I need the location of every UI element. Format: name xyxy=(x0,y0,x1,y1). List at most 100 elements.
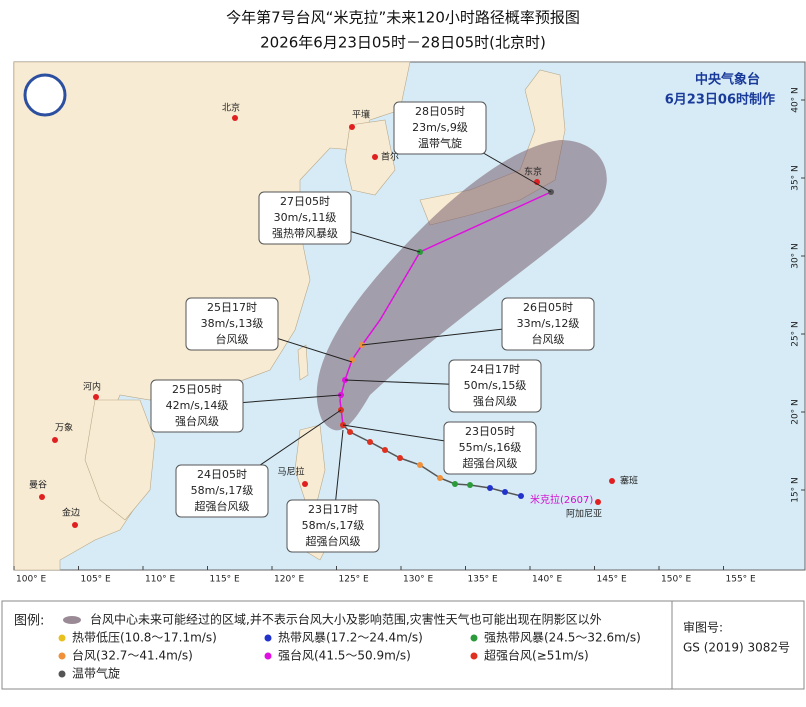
city-dot xyxy=(232,115,238,121)
lon-label: 125° E xyxy=(339,575,370,585)
callout-box xyxy=(448,359,542,413)
city-label: 平壤 xyxy=(352,109,370,121)
legend-item: 热带风暴(17.2～24.4m/s) xyxy=(278,631,423,645)
city-dot xyxy=(302,481,308,487)
lon-label: 110° E xyxy=(145,575,176,585)
city-dot xyxy=(349,124,355,130)
approval-label: 审图号: xyxy=(683,620,723,635)
callout-text: 超强台风级 xyxy=(463,456,518,470)
callout-text: 25日05时 xyxy=(172,383,222,396)
track-points xyxy=(338,189,554,499)
city-dot xyxy=(39,494,45,500)
callout-text: 强台风级 xyxy=(473,394,517,408)
legend-swatch xyxy=(58,634,66,642)
city-dot xyxy=(93,394,99,400)
city-label: 河内 xyxy=(83,381,101,393)
lon-label: 145° E xyxy=(597,575,628,585)
callout-text: 33m/s,12级 xyxy=(517,317,580,330)
legend-swatch xyxy=(470,652,478,660)
legend-item: 超强台风(≥51m/s) xyxy=(484,648,589,663)
callout-text: 25日17时 xyxy=(207,301,257,314)
city-dot xyxy=(609,478,615,484)
lat-label: 35° N xyxy=(791,165,801,191)
lat-label: 40° N xyxy=(791,87,801,113)
agency-made: 6月23日06时制作 xyxy=(665,92,775,108)
lat-label: 20° N xyxy=(791,399,801,425)
legend-item: 强台风(41.5～50.9m/s) xyxy=(278,648,411,663)
legend: 图例: 台风中心未来可能经过的区域,并不表示台风大小及影响范围,灾害性天气也可能… xyxy=(1,600,805,690)
callout-text: 台风级 xyxy=(532,332,565,346)
legend-swatch xyxy=(58,652,66,660)
legend-swatch xyxy=(264,652,272,660)
city-label: 马尼拉 xyxy=(277,466,304,478)
lon-label: 115° E xyxy=(210,575,241,585)
legend-swatch xyxy=(264,634,272,642)
callout-text: 23日05时 xyxy=(465,425,515,438)
lon-label: 105° E xyxy=(81,575,112,585)
callout-text: 强台风级 xyxy=(175,414,219,428)
lat-label: 25° N xyxy=(791,321,801,347)
legend-item: 强热带风暴(24.5～32.6m/s) xyxy=(484,631,641,645)
callout-text: 强热带风暴级 xyxy=(272,227,338,240)
lon-label: 140° E xyxy=(532,575,563,585)
callout-text: 24日05时 xyxy=(197,468,247,481)
legend-item: 温带气旋 xyxy=(72,666,120,681)
city-label: 万象 xyxy=(55,422,73,434)
callout-box xyxy=(443,421,537,475)
lat-label: 15° N xyxy=(791,477,801,503)
logo xyxy=(23,73,67,117)
city-label: 塞班 xyxy=(620,475,638,487)
callout-text: 50m/s,15级 xyxy=(464,379,527,392)
city-label: 阿加尼亚 xyxy=(566,509,602,520)
korea xyxy=(344,119,396,196)
callout-box xyxy=(175,464,269,518)
legend-swatch xyxy=(58,670,66,678)
callout-text: 超强台风级 xyxy=(195,499,250,513)
forecast-cone xyxy=(316,140,607,431)
city-label: 金边 xyxy=(62,507,80,519)
callout-text: 38m/s,13级 xyxy=(201,317,264,330)
title: 今年第7号台风“米克拉”未来120小时路径概率预报图 xyxy=(226,9,580,27)
lon-label: 150° E xyxy=(661,575,692,585)
callout-text: 30m/s,11级 xyxy=(274,211,337,224)
city-label: 东京 xyxy=(524,166,542,178)
callout-box xyxy=(258,191,352,245)
city-dot xyxy=(52,437,58,443)
agency-name: 中央气象台 xyxy=(695,72,760,88)
lon-label: 130° E xyxy=(403,575,434,585)
lon-label: 120° E xyxy=(274,575,305,585)
typhoon-name: 米克拉(2607) xyxy=(530,493,593,506)
callout-box xyxy=(185,297,279,351)
callout-box xyxy=(150,379,244,433)
legend-cone-swatch xyxy=(63,616,81,624)
city-dot xyxy=(72,522,78,528)
callout-text: 超强台风级 xyxy=(306,534,361,548)
indochina xyxy=(84,399,156,521)
callout-text: 26日05时 xyxy=(523,301,573,314)
city-label: 曼谷 xyxy=(29,480,47,491)
lon-label: 100° E xyxy=(16,575,47,585)
legend-cone: 台风中心未来可能经过的区域,并不表示台风大小及影响范围,灾害性天气也可能出现在阴… xyxy=(90,612,602,627)
approval-no: GS (2019) 3082号 xyxy=(683,641,790,655)
callout-text: 23m/s,9级 xyxy=(412,121,468,134)
subtitle: 2026年6月23日05时－28日05时(北京时) xyxy=(260,34,546,52)
city-dot xyxy=(595,499,601,505)
legend-swatch xyxy=(470,634,478,642)
callout-text: 58m/s,17级 xyxy=(191,484,254,497)
legend-item: 台风(32.7～41.4m/s) xyxy=(72,648,193,663)
callout-text: 42m/s,14级 xyxy=(166,399,229,412)
legend-label: 图例: xyxy=(14,614,44,629)
callout-text: 28日05时 xyxy=(415,105,465,118)
lon-label: 155° E xyxy=(726,575,757,585)
callout-box xyxy=(286,499,380,553)
callout-box xyxy=(393,101,487,155)
callout-text: 27日05时 xyxy=(280,195,330,208)
callout-text: 55m/s,16级 xyxy=(459,441,522,454)
lat-label: 30° N xyxy=(791,243,801,269)
lon-label: 135° E xyxy=(468,575,499,585)
city-label: 北京 xyxy=(222,102,240,114)
taiwan xyxy=(297,344,309,381)
city-dot xyxy=(372,154,378,160)
city-label: 首尔 xyxy=(381,151,399,163)
